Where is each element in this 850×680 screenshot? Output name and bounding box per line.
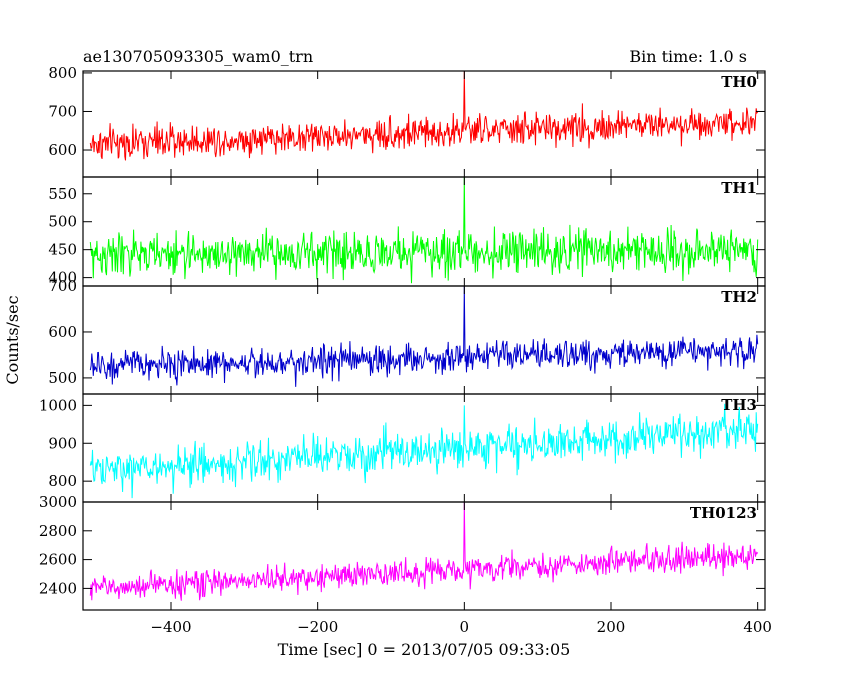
series-line-th0 <box>89 70 759 161</box>
y-tick-label-th3: 800 <box>48 472 77 490</box>
panel-name-th0: TH0 <box>721 73 757 91</box>
panel-name-th0123: TH0123 <box>690 504 757 522</box>
y-tick-label-th2: 500 <box>48 369 77 387</box>
x-tick-label: 400 <box>743 618 772 636</box>
y-tick-label-th2: 600 <box>48 323 77 341</box>
y-tick-label-th0123: 2800 <box>39 522 77 540</box>
y-tick-label-th0: 600 <box>48 141 77 159</box>
x-axis-label: Time [sec] 0 = 2013/07/05 09:33:05 <box>278 640 571 659</box>
y-tick-label-th1: 550 <box>48 185 77 203</box>
series-line-th0123 <box>89 501 759 601</box>
y-tick-label-th0123: 3000 <box>39 493 77 511</box>
y-tick-label-th1: 500 <box>48 213 77 231</box>
series-line-th3 <box>89 403 759 499</box>
panel-frame-th2 <box>82 285 766 395</box>
x-tick-label: 0 <box>460 618 470 636</box>
y-tick-label-th3: 900 <box>48 434 77 452</box>
panels-group: 600 700 800 TH0 400 450 500 550 TH1 500 600 700 TH2 8… <box>39 64 772 636</box>
y-tick-label-th0: 700 <box>48 102 77 120</box>
y-tick-label-th2: 700 <box>48 277 77 295</box>
x-tick-label: −400 <box>150 618 191 636</box>
panel-name-th1: TH1 <box>721 179 757 197</box>
y-axis-label: Counts/sec <box>3 295 22 384</box>
y-tick-label-th1: 450 <box>48 241 77 259</box>
y-tick-label-th3: 1000 <box>39 396 77 414</box>
panel-frame-th0123 <box>82 501 766 611</box>
x-tick-label: 200 <box>597 618 626 636</box>
y-tick-label-th0123: 2600 <box>39 551 77 569</box>
chart-title-right: Bin time: 1.0 s <box>629 47 747 66</box>
series-line-th2 <box>89 285 759 387</box>
y-tick-label-th0: 800 <box>48 64 77 82</box>
chart-title-left: ae130705093305_wam0_trn <box>83 47 313 66</box>
panel-name-th2: TH2 <box>721 288 757 306</box>
y-tick-label-th1: 400 <box>48 269 77 287</box>
y-tick-label-th0123: 2400 <box>39 579 77 597</box>
x-tick-label: −200 <box>297 618 338 636</box>
panel-name-th3: TH3 <box>721 396 757 414</box>
series-line-th1 <box>89 176 759 284</box>
